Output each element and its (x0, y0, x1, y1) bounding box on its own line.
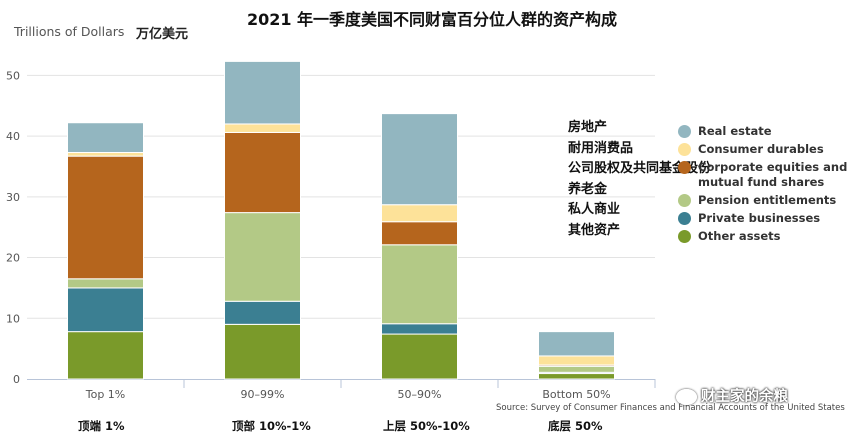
watermark: 财主家的余粮 (676, 385, 788, 406)
y-axis-label: Trillions of Dollars (14, 24, 125, 39)
watermark-text: 财主家的余粮 (701, 389, 788, 405)
cn-legend-item: 其他资产 (568, 222, 621, 238)
bar-segment (538, 331, 615, 357)
y-axis-label-cn: 万亿美元 (136, 27, 189, 42)
y-tick-label: 20 (6, 252, 20, 265)
y-tick-label: 40 (6, 130, 20, 143)
source-note: Source: Survey of Consumer Finances and … (496, 403, 845, 413)
chinese-legend: 房地产 耐用消费品 公司股权及共同基金股份 养老金 私人商业 其他资产 (568, 118, 711, 241)
bar-segment (224, 212, 301, 302)
bar-segment (538, 373, 615, 380)
x-tick-label: 50–90% (398, 388, 442, 401)
cn-legend-item: 公司股权及共同基金股份 (568, 161, 712, 176)
legend-label: Real estate (698, 124, 772, 138)
category-cn-label: 顶端 1% (78, 419, 125, 433)
bar-segment (224, 123, 301, 133)
wechat-icon (676, 389, 697, 405)
x-tick-label: 90–99% (241, 388, 285, 401)
x-tick-label: Bottom 50% (542, 388, 610, 401)
legend-label: Pension entitlements (698, 193, 837, 207)
bar-segment (381, 244, 458, 325)
cn-legend-item: 房地产 (568, 120, 608, 135)
category-cn-label: 底层 50% (548, 419, 603, 433)
bar-segment (67, 287, 144, 333)
bar-segment (67, 122, 144, 153)
legend-item[interactable]: Consumer durables (678, 142, 864, 157)
bar-segment (67, 331, 144, 380)
cn-legend-item: 耐用消费品 (568, 140, 634, 156)
legend-swatch (678, 161, 691, 174)
legend: Real estate Consumer durables Corporate eq… (678, 124, 864, 247)
legend-item[interactable]: Private businesses (678, 211, 864, 226)
bar-segment (224, 300, 301, 325)
y-tick-label: 50 (6, 69, 20, 82)
bar-segment (381, 113, 458, 206)
legend-item[interactable]: Other assets (678, 229, 864, 244)
legend-label: Other assets (698, 229, 781, 243)
bar-segment (381, 333, 458, 380)
bar-segment (538, 355, 615, 366)
legend-swatch (678, 212, 691, 225)
legend-label: Private businesses (698, 211, 821, 225)
bar-segment (224, 323, 301, 380)
cn-legend-item: 私人商业 (568, 202, 621, 217)
bar-segment (381, 204, 458, 223)
cn-legend-item: 养老金 (568, 181, 608, 197)
y-tick-label: 30 (6, 191, 20, 204)
legend-swatch (678, 125, 691, 138)
legend-item[interactable]: Corporate equities and mutual fund share… (678, 160, 864, 190)
category-cn-label: 顶部 10%-1% (232, 419, 311, 433)
bar-segment (67, 155, 144, 280)
legend-swatch (678, 230, 691, 243)
x-tick-label: Top 1% (85, 388, 126, 401)
legend-item[interactable]: Pension entitlements (678, 193, 864, 208)
bar-segment (67, 151, 144, 157)
bar-segment (381, 323, 458, 335)
bar-segment (381, 221, 458, 246)
legend-label: Consumer durables (698, 142, 824, 156)
legend-item[interactable]: Real estate (678, 124, 864, 139)
bar-segment (224, 60, 301, 125)
legend-swatch (678, 143, 691, 156)
legend-swatch (678, 194, 691, 207)
y-tick-label: 10 (6, 312, 20, 325)
category-cn-label: 上层 50%-10% (383, 419, 470, 433)
chart-title: 2021 年一季度美国不同财富百分位人群的资产构成 (246, 10, 618, 29)
bar-segment (224, 131, 301, 214)
bar-segment (67, 278, 144, 289)
legend-label: Corporate equities and mutual fund share… (698, 160, 848, 189)
bar-segment (538, 365, 615, 373)
y-tick-label: 0 (13, 373, 20, 386)
